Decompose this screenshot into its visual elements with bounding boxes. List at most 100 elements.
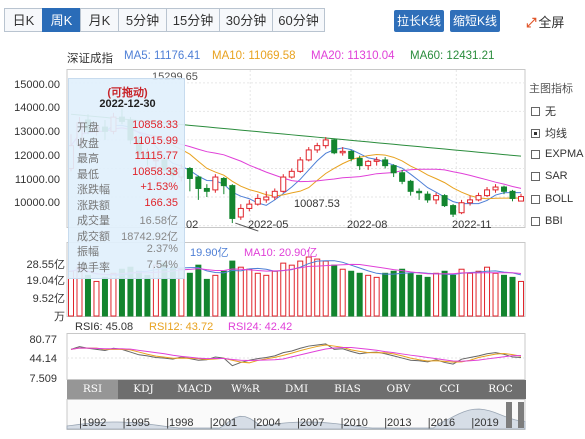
candle-body [407, 180, 414, 192]
tab-60min[interactable]: 60分钟 [272, 8, 325, 32]
date-label: 2022-11 [452, 219, 492, 231]
checkbox-checked[interactable] [531, 128, 540, 138]
tab-bias[interactable]: BIAS [334, 383, 361, 395]
tab-roc[interactable]: ROC [488, 383, 513, 395]
period-tabs: 日K 周K 月K 5分钟 15分钟 30分钟 60分钟 [4, 8, 325, 34]
tooltip-key: 振幅 [77, 246, 99, 258]
candle-body [356, 157, 363, 167]
indicator-option-expma[interactable]: EXPMA [531, 148, 584, 160]
rsi12-line [70, 344, 522, 364]
candle-body [433, 195, 440, 201]
price-tick: 15000.00 [14, 79, 60, 91]
tab-macd[interactable]: MACD [177, 383, 212, 395]
low-arrow [235, 222, 259, 232]
volume-bar [271, 270, 278, 317]
volume-bar [144, 274, 151, 317]
indicator-option-none[interactable]: 无 [531, 103, 556, 119]
volume-bar [399, 268, 406, 317]
tab-weekly[interactable]: 周K [42, 8, 80, 32]
tab-30min[interactable]: 30分钟 [219, 8, 272, 32]
candle-body [450, 205, 457, 215]
indicator-option-bbi[interactable]: BBI [531, 215, 563, 227]
volume-bar [373, 276, 380, 317]
candle-body [399, 172, 406, 182]
tooltip-key: 涨跌额 [77, 199, 110, 212]
tab-daily[interactable]: 日K [4, 8, 42, 32]
candle-body [441, 195, 448, 207]
indicator-option-boll[interactable]: BOLL [531, 193, 573, 205]
tooltip-key: 最低 [77, 168, 99, 181]
candle-body [331, 139, 338, 154]
tab-obv[interactable]: OBV [386, 383, 411, 395]
tab-dmi[interactable]: DMI [284, 383, 309, 395]
tab-monthly[interactable]: 月K [80, 8, 118, 32]
volume-bar [186, 272, 193, 317]
checkbox[interactable] [531, 149, 540, 159]
tab-15min[interactable]: 15分钟 [166, 8, 219, 32]
stretch-kline-button[interactable]: 拉长K线 [394, 10, 444, 32]
tab-cci[interactable]: CCI [439, 383, 460, 395]
tab-wr[interactable]: W%R [231, 383, 260, 395]
tooltip-key: 成交额 [77, 230, 110, 243]
checkbox[interactable] [531, 106, 540, 116]
candle-body [424, 193, 431, 201]
shrink-kline-button[interactable]: 缩短K线 [450, 10, 500, 32]
volume-bar [509, 276, 516, 317]
volume-bar [280, 262, 287, 317]
volume-bar [339, 268, 346, 317]
tab-5min[interactable]: 5分钟 [118, 8, 166, 32]
tooltip-drag-hint: (可拖动) [107, 87, 148, 99]
rsi24-line [70, 346, 522, 362]
tab-kdj[interactable]: KDJ [133, 383, 154, 395]
tooltip-value: 16.58亿 [139, 215, 178, 227]
tooltip-value: 166.35 [144, 196, 178, 209]
volume-bar [305, 256, 312, 317]
volume-bar [297, 260, 304, 317]
option-label: EXPMA [545, 148, 584, 160]
candle-body [263, 196, 270, 201]
volume-bar [518, 280, 524, 317]
volume-bar [93, 280, 100, 317]
candle-body [390, 165, 397, 174]
candle-body [322, 139, 329, 147]
checkbox[interactable] [531, 171, 540, 181]
candle-body [348, 150, 355, 159]
rsi6-line [70, 343, 522, 367]
volume-bar [475, 270, 482, 317]
candle-body [229, 185, 236, 219]
option-label: BBI [545, 215, 563, 227]
volume-tick: 万 [54, 311, 65, 323]
fullscreen-button[interactable]: ⤢ 全屏 [526, 12, 564, 31]
ma5-value: MA5: 11176.41 [124, 50, 201, 62]
checkbox[interactable] [531, 216, 540, 226]
date-label: 02 [186, 219, 199, 231]
overview-year-label: |1995 [122, 417, 150, 429]
tooltip-value: 7.54% [146, 258, 178, 271]
candle-body [186, 167, 193, 179]
volume-bar [382, 272, 389, 317]
checkbox[interactable] [531, 194, 540, 204]
tooltip-value: 10858.33 [132, 165, 178, 178]
volume-bar [492, 272, 499, 317]
indicator-option-sar[interactable]: SAR [531, 170, 568, 182]
indicator-tabs: RSI KDJ MACD W%R DMI BIAS OBV CCI ROC [67, 380, 526, 399]
tooltip-key: 开盘 [77, 122, 99, 134]
overview-year-label: |1992 [79, 417, 107, 429]
tooltip-key: 收盘 [77, 137, 99, 150]
price-panel-frame [66, 69, 526, 228]
volume-bar [441, 270, 448, 317]
tab-rsi[interactable]: RSI [67, 380, 118, 399]
tooltip-value: 2.37% [146, 243, 178, 255]
price-tick: 14000.00 [14, 102, 60, 114]
overview-year-label: |2016 [427, 417, 456, 429]
volume-ma5: 19.90亿 [190, 247, 229, 259]
candle-tooltip[interactable]: (可拖动) 2022-12-30 开盘 10858.33 收盘 11015.99 最高 1… [68, 78, 185, 279]
overview-year-label: |2010 [340, 417, 368, 429]
volume-bar [365, 274, 372, 317]
indicator-option-ma[interactable]: 均线 [531, 125, 567, 141]
overview-year-label: |2004 [253, 417, 281, 429]
candle-body [518, 196, 524, 202]
candle-body [373, 159, 380, 162]
fullscreen-icon: ⤢ [526, 15, 537, 30]
volume-bar [314, 258, 321, 317]
